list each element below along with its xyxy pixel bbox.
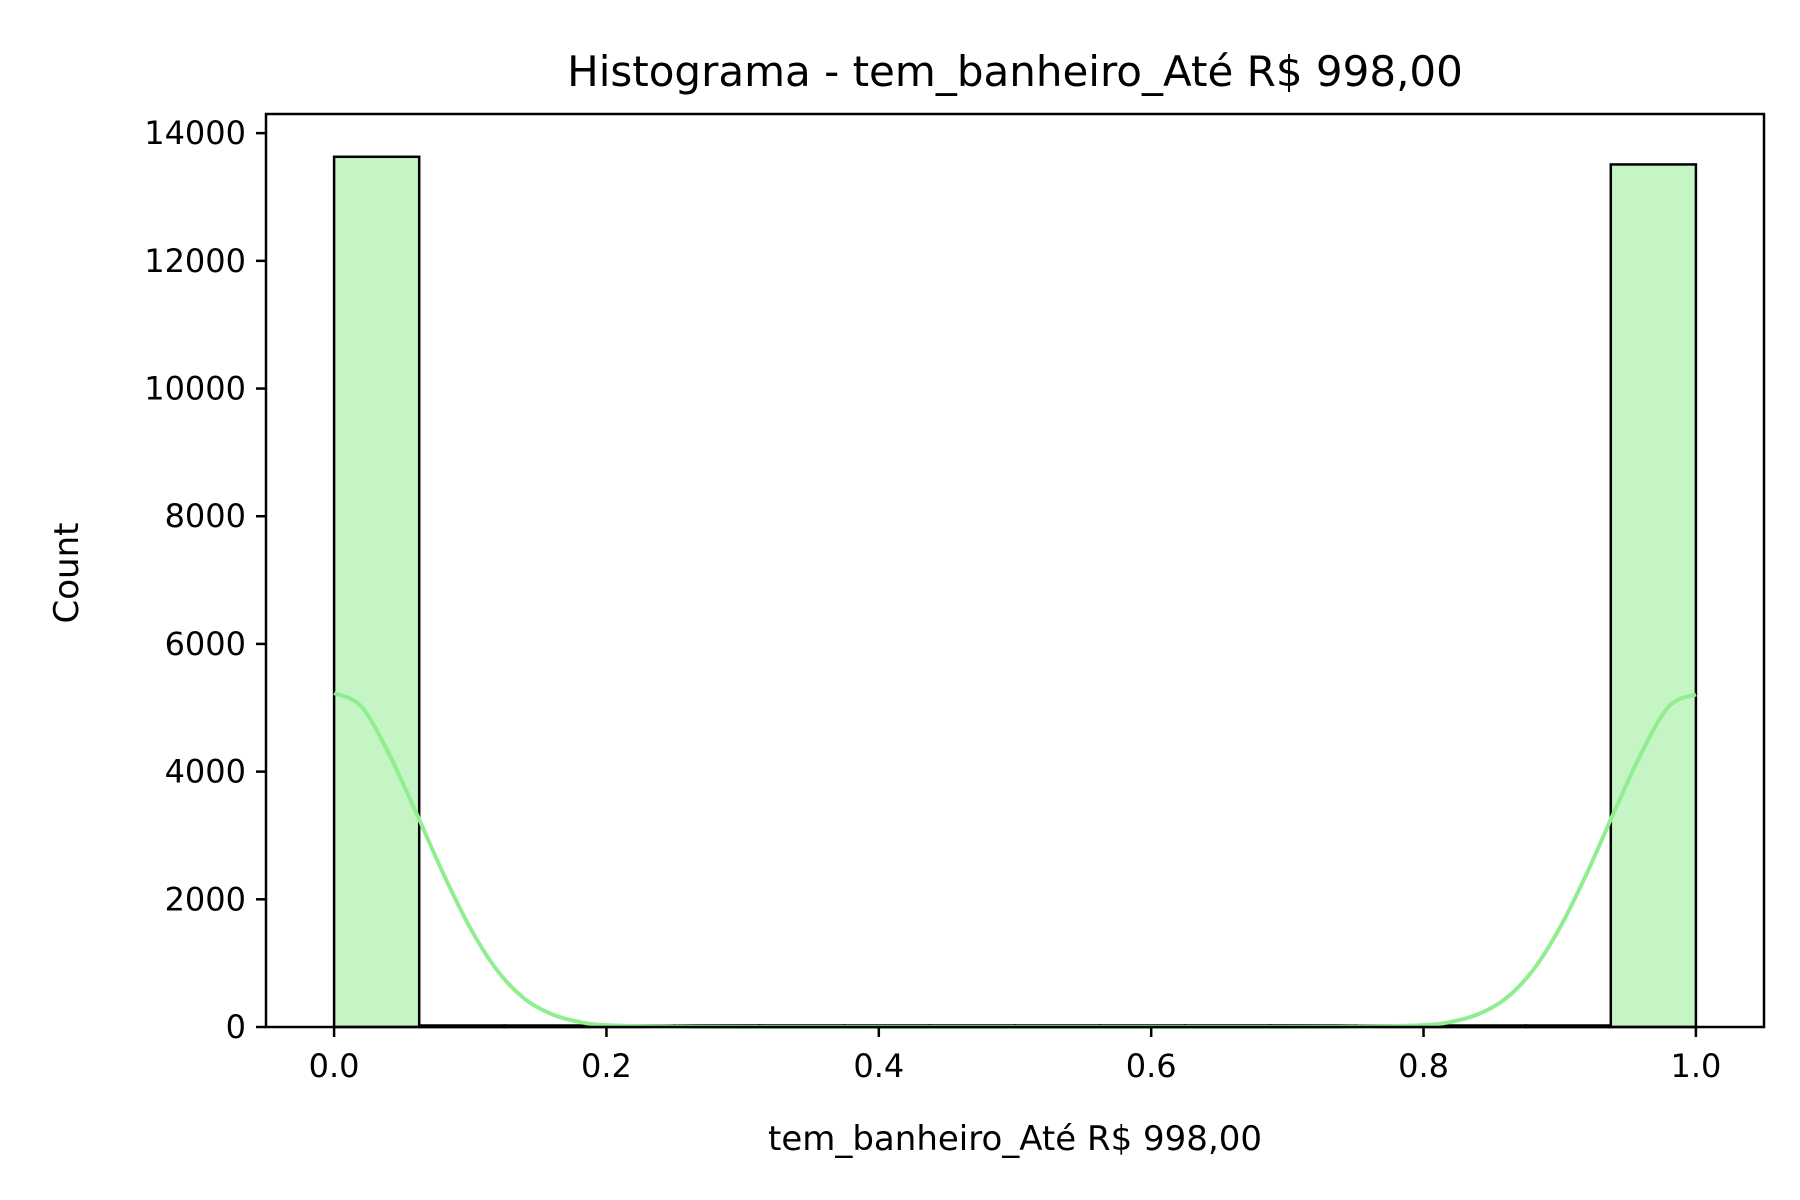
y-tick-label: 8000 [165, 497, 246, 535]
histogram-bar [1609, 163, 1698, 1029]
kde-curve [333, 691, 1697, 1030]
histogram-bars [332, 155, 1698, 1029]
y-tick-label: 12000 [144, 242, 246, 280]
y-tick-label: 14000 [144, 114, 246, 152]
x-tick-label: 0.4 [853, 1047, 904, 1085]
y-axis: 0 2000 4000 6000 8000 10000 12000 14000 [144, 114, 266, 1046]
x-axis-label: tem_banheiro_Até R$ 998,00 [768, 1119, 1262, 1159]
y-axis-label: Count [47, 523, 87, 624]
x-tick-label: 0.6 [1126, 1047, 1177, 1085]
x-tick-label: 0.8 [1398, 1047, 1449, 1085]
y-tick-label: 2000 [165, 880, 246, 918]
chart-title: Histograma - tem_banheiro_Até R$ 998,00 [567, 47, 1463, 96]
y-tick-label: 4000 [165, 753, 246, 791]
x-tick-label: 0.0 [309, 1047, 360, 1085]
histogram-bar [332, 155, 421, 1029]
y-tick-label: 0 [226, 1008, 246, 1046]
x-tick-label: 1.0 [1670, 1047, 1721, 1085]
x-tick-label: 0.2 [581, 1047, 632, 1085]
y-tick-label: 10000 [144, 370, 246, 408]
plot-frame [264, 112, 1766, 1029]
y-tick-label: 6000 [165, 625, 246, 663]
x-axis: 0.0 0.2 0.4 0.6 0.8 1.0 [309, 1027, 1721, 1085]
